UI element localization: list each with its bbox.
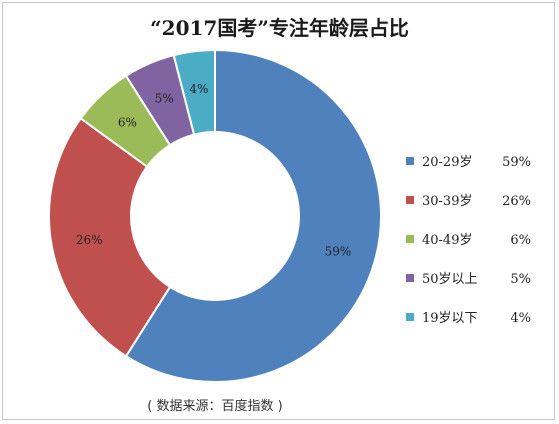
legend-label-4: 50岁以上: [422, 272, 478, 287]
slice-label-4: 5%: [155, 92, 174, 106]
legend-value-2: 26%: [502, 194, 531, 209]
legend-label-5: 19岁以下: [422, 311, 478, 326]
donut-slices: [48, 48, 382, 383]
slice-labels: 59% 26% 6% 5% 4%: [76, 82, 351, 259]
legend-value-4: 5%: [510, 272, 531, 287]
slice-label-5: 4%: [189, 82, 208, 96]
slice-1: [124, 48, 382, 383]
chart-title: “2017国考”专注年龄层占比: [150, 16, 409, 40]
legend-swatch-3: [406, 235, 414, 243]
legend-value-5: 4%: [510, 311, 531, 326]
legend-swatch-4: [406, 274, 414, 282]
legend-swatch-1: [406, 157, 414, 165]
slice-label-3: 6%: [118, 116, 137, 130]
legend: 20-29岁 59% 30-39岁 26% 40-49岁 6% 50岁以上 5% 19岁以下 4%: [406, 155, 531, 326]
legend-value-1: 59%: [502, 155, 531, 170]
legend-label-2: 30-39岁: [422, 194, 472, 209]
legend-swatch-2: [406, 196, 414, 204]
legend-label-1: 20-29岁: [422, 155, 472, 170]
slice-2: [48, 117, 172, 358]
slice-5: [172, 48, 216, 136]
legend-swatch-5: [406, 313, 414, 321]
source-note: ( 数据来源：百度指数 ): [147, 399, 283, 414]
slice-label-2: 26%: [76, 233, 103, 247]
legend-label-3: 40-49岁: [422, 233, 472, 248]
slice-label-1: 59%: [325, 245, 352, 259]
legend-value-3: 6%: [510, 233, 531, 248]
